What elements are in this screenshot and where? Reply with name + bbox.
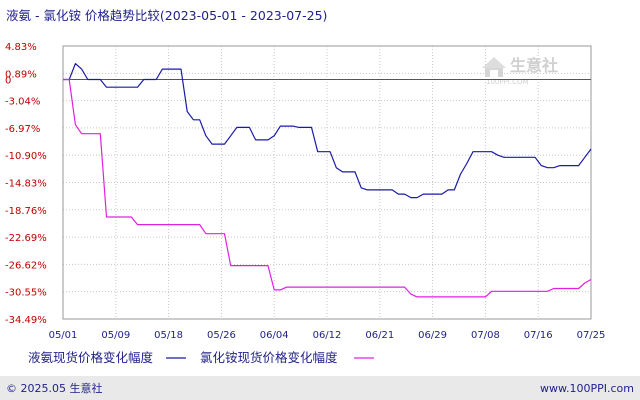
y-tick-label: -26.62% [5, 260, 47, 271]
x-tick-label: 07/25 [577, 330, 606, 341]
x-tick-label: 07/16 [524, 330, 553, 341]
footer-bar [0, 376, 640, 400]
chart-title: 液氨 - 氯化铵 价格趋势比较(2023-05-01 - 2023-07-25) [6, 8, 327, 23]
footer-copyright: © 2025.05 生意社 [6, 381, 102, 395]
y-tick-label: 0.89% [5, 69, 37, 80]
y-tick-label: -30.55% [5, 288, 47, 299]
y-tick-label-zero: 0 [5, 76, 11, 87]
watermark-subtext: 100PPI.COM [486, 78, 529, 86]
y-tick-label: -22.69% [5, 233, 47, 244]
series-lines [63, 62, 592, 298]
x-tick-label: 06/21 [365, 330, 394, 341]
y-tick-label: 4.83% [5, 42, 37, 53]
series-line-2 [63, 78, 592, 298]
x-tick-label: 05/26 [207, 330, 236, 341]
x-tick-label: 06/29 [418, 330, 447, 341]
legend-label-series1: 液氨现货价格变化幅度 [28, 350, 154, 365]
y-tick-label: -3.04% [5, 97, 40, 108]
x-tick-label: 07/08 [471, 330, 500, 341]
x-axis-ticks: 05/01 05/09 05/18 05/26 06/04 06/12 06/21 06/29… [49, 330, 606, 341]
y-tick-label: -34.49% [5, 315, 47, 326]
x-tick-label: 06/12 [313, 330, 342, 341]
y-tick-label: -6.97% [5, 124, 40, 135]
plot-frame [62, 45, 592, 320]
house-icon [482, 57, 506, 77]
footer-website-link[interactable]: www.100PPI.com [540, 382, 634, 395]
watermark-logo: 生意社 100PPI.COM [482, 56, 558, 86]
x-tick-label: 05/01 [49, 330, 78, 341]
y-tick-label: -18.76% [5, 206, 47, 217]
y-tick-label: -14.83% [5, 179, 47, 190]
gridlines [62, 45, 592, 320]
y-tick-label: -10.90% [5, 151, 47, 162]
x-tick-label: 05/18 [154, 330, 183, 341]
watermark-text: 生意社 [510, 56, 558, 75]
x-tick-label: 05/09 [101, 330, 130, 341]
legend-label-series2: 氯化铵现货价格变化幅度 [200, 350, 338, 365]
x-tick-label: 06/04 [260, 330, 289, 341]
y-axis-ticks: 4.83% 0.89% -3.04% -6.97% -10.90% -14.83% -18.… [5, 42, 47, 326]
series-line-1 [63, 62, 592, 199]
legend: 液氨现货价格变化幅度 氯化铵现货价格变化幅度 [28, 350, 374, 365]
